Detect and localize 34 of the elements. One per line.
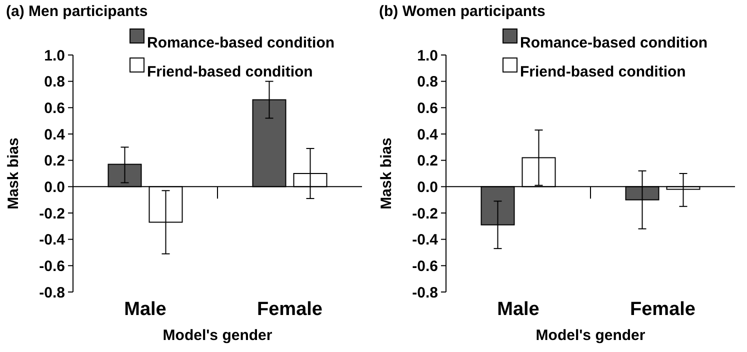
x-axis-title: Model's gender: [536, 327, 646, 344]
x-tick-label: Male: [497, 299, 540, 320]
y-tick-label: 0.4: [44, 126, 66, 144]
y-tick-label: 1.0: [417, 47, 438, 64]
chart-title: (b) Women participants: [379, 3, 546, 20]
y-tick-label: 0.4: [417, 126, 439, 144]
y-tick-label: -0.8: [39, 284, 65, 302]
y-tick-label: -0.2: [39, 205, 65, 222]
y-tick-label: 0.6: [44, 100, 65, 117]
legend-label: Romance-based condition: [520, 34, 708, 52]
y-axis-title: Mask bias: [378, 138, 395, 210]
y-tick-label: 1.0: [44, 47, 65, 64]
x-axis-title: Model's gender: [162, 327, 272, 344]
y-tick-label: -0.4: [412, 232, 439, 249]
y-tick-label: 0.2: [417, 152, 438, 170]
y-tick-label: 0.6: [417, 100, 438, 117]
y-tick-label: -0.6: [39, 258, 65, 275]
y-tick-label: 0.0: [44, 178, 65, 196]
y-tick-label: 0.2: [44, 152, 65, 170]
y-tick-label: 0.8: [417, 74, 438, 91]
legend-label: Friend-based condition: [520, 63, 686, 80]
legend-label: Romance-based condition: [147, 34, 335, 52]
chart-title: (a) Men participants: [6, 3, 148, 20]
x-tick-label: Female: [257, 299, 322, 320]
y-tick-label: 0.0: [417, 178, 438, 196]
legend-label: Friend-based condition: [147, 63, 313, 80]
y-tick-label: -0.6: [412, 258, 438, 275]
y-tick-label: 0.8: [44, 74, 65, 91]
x-tick-label: Male: [124, 299, 166, 320]
x-tick-label: Female: [630, 299, 696, 320]
y-tick-label: -0.2: [412, 205, 438, 222]
y-tick-label: -0.8: [412, 284, 438, 302]
y-axis-title: Mask bias: [5, 138, 22, 210]
y-tick-label: -0.4: [39, 232, 66, 249]
